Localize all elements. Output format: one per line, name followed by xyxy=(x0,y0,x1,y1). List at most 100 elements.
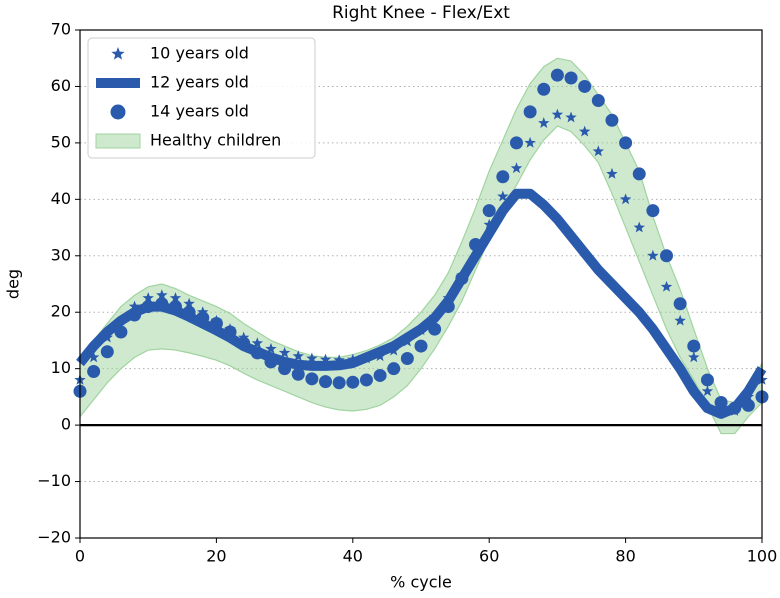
star-marker xyxy=(278,346,291,358)
circle-marker xyxy=(455,271,469,285)
star-marker xyxy=(565,111,577,123)
circle-marker xyxy=(168,300,182,314)
axes: −20 −10 0 10 20 30 40 50 60 70 0 20 40 60 80 100 xyxy=(37,20,777,566)
y-tick-label: −20 xyxy=(37,528,71,547)
star-marker xyxy=(128,300,141,312)
circle-marker xyxy=(223,325,237,339)
star-marker xyxy=(606,167,618,179)
y-tick-label: 20 xyxy=(51,302,71,321)
circle-marker xyxy=(509,136,523,150)
circle-marker xyxy=(291,367,305,381)
circle-marker xyxy=(550,68,564,82)
circle-marker xyxy=(441,300,455,314)
circle-marker xyxy=(523,105,537,119)
circle-marker xyxy=(578,79,592,93)
chart-title: Right Knee - Flex/Ext xyxy=(332,3,510,23)
star-marker xyxy=(183,297,195,309)
star-marker xyxy=(333,354,345,366)
circle-marker xyxy=(605,113,619,127)
x-axis-label: % cycle xyxy=(390,573,452,592)
circle-marker xyxy=(237,336,251,350)
y-tick-label: 40 xyxy=(51,189,71,208)
circle-marker xyxy=(332,376,346,390)
circle-marker xyxy=(482,204,496,218)
circle-marker xyxy=(209,317,223,331)
legend-star xyxy=(111,47,125,60)
star-marker xyxy=(592,145,605,157)
circle-marker xyxy=(346,375,360,389)
star-marker xyxy=(551,108,564,120)
circle-marker xyxy=(564,71,578,85)
circle-marker xyxy=(496,170,510,184)
star-marker xyxy=(169,292,182,303)
star-marker xyxy=(251,337,264,349)
legend: 10 years old 12 years old 14 years old Heal… xyxy=(87,37,316,159)
circle-marker xyxy=(373,368,387,382)
y-tick-label: 70 xyxy=(51,20,71,39)
star-marker xyxy=(87,351,100,363)
circle-marker xyxy=(87,364,101,378)
circle-marker xyxy=(155,297,169,311)
star-marker xyxy=(619,193,632,205)
circle-marker xyxy=(128,308,142,322)
y-tick-label: 50 xyxy=(51,132,71,151)
x-tick-label: 60 xyxy=(479,547,499,566)
star-marker xyxy=(538,117,550,128)
circle-marker xyxy=(714,396,728,410)
circle-marker xyxy=(646,204,660,218)
circle-marker xyxy=(141,300,155,314)
y-tick-label: 10 xyxy=(51,358,71,377)
circle-marker xyxy=(387,362,401,376)
star-marker xyxy=(524,136,536,148)
circle-marker xyxy=(182,305,196,319)
star-marker xyxy=(647,249,659,261)
circle-marker xyxy=(591,94,605,108)
star-marker xyxy=(633,221,645,233)
x-tick-label: 40 xyxy=(343,547,363,566)
y-tick-label: 30 xyxy=(51,245,71,264)
circle-marker xyxy=(632,167,646,181)
legend-label: 12 years old xyxy=(150,73,249,92)
y-axis-label: deg xyxy=(4,269,23,299)
star-marker xyxy=(292,350,304,362)
circle-marker xyxy=(114,325,128,339)
circle-marker xyxy=(196,311,210,325)
star-marker xyxy=(319,353,332,365)
circle-marker xyxy=(728,401,742,415)
circle-marker xyxy=(673,297,687,311)
circle-marker xyxy=(359,373,373,387)
y-tick-label: −10 xyxy=(37,471,71,490)
star-marker xyxy=(688,351,700,363)
legend-label: 10 years old xyxy=(150,44,249,63)
x-tick-label: 100 xyxy=(747,547,778,566)
circle-marker xyxy=(469,237,483,251)
star-marker xyxy=(306,352,318,364)
star-marker xyxy=(497,190,509,202)
star-marker xyxy=(578,125,591,137)
circle-marker xyxy=(687,339,701,353)
legend-box xyxy=(87,37,316,159)
circle-marker xyxy=(319,375,333,389)
circle-marker xyxy=(700,373,714,387)
circle-marker xyxy=(305,372,319,386)
legend-band xyxy=(95,133,141,149)
y-tick-label: 0 xyxy=(61,415,71,434)
circle-marker xyxy=(741,398,755,412)
y-tick-label: 60 xyxy=(51,76,71,95)
star-marker xyxy=(660,280,673,292)
legend-label: Healthy children xyxy=(150,131,281,150)
circle-marker xyxy=(537,82,551,96)
series-line xyxy=(76,188,767,419)
x-tick-label: 80 xyxy=(615,547,635,566)
circle-marker xyxy=(264,355,278,369)
x-tick-label: 20 xyxy=(206,547,226,566)
legend-circle xyxy=(110,104,126,120)
circle-marker xyxy=(278,362,292,376)
star-marker xyxy=(674,314,686,326)
star-marker xyxy=(156,289,168,301)
legend-label: 14 years old xyxy=(150,102,249,121)
circle-marker xyxy=(100,345,114,359)
plot-frame xyxy=(79,29,763,539)
